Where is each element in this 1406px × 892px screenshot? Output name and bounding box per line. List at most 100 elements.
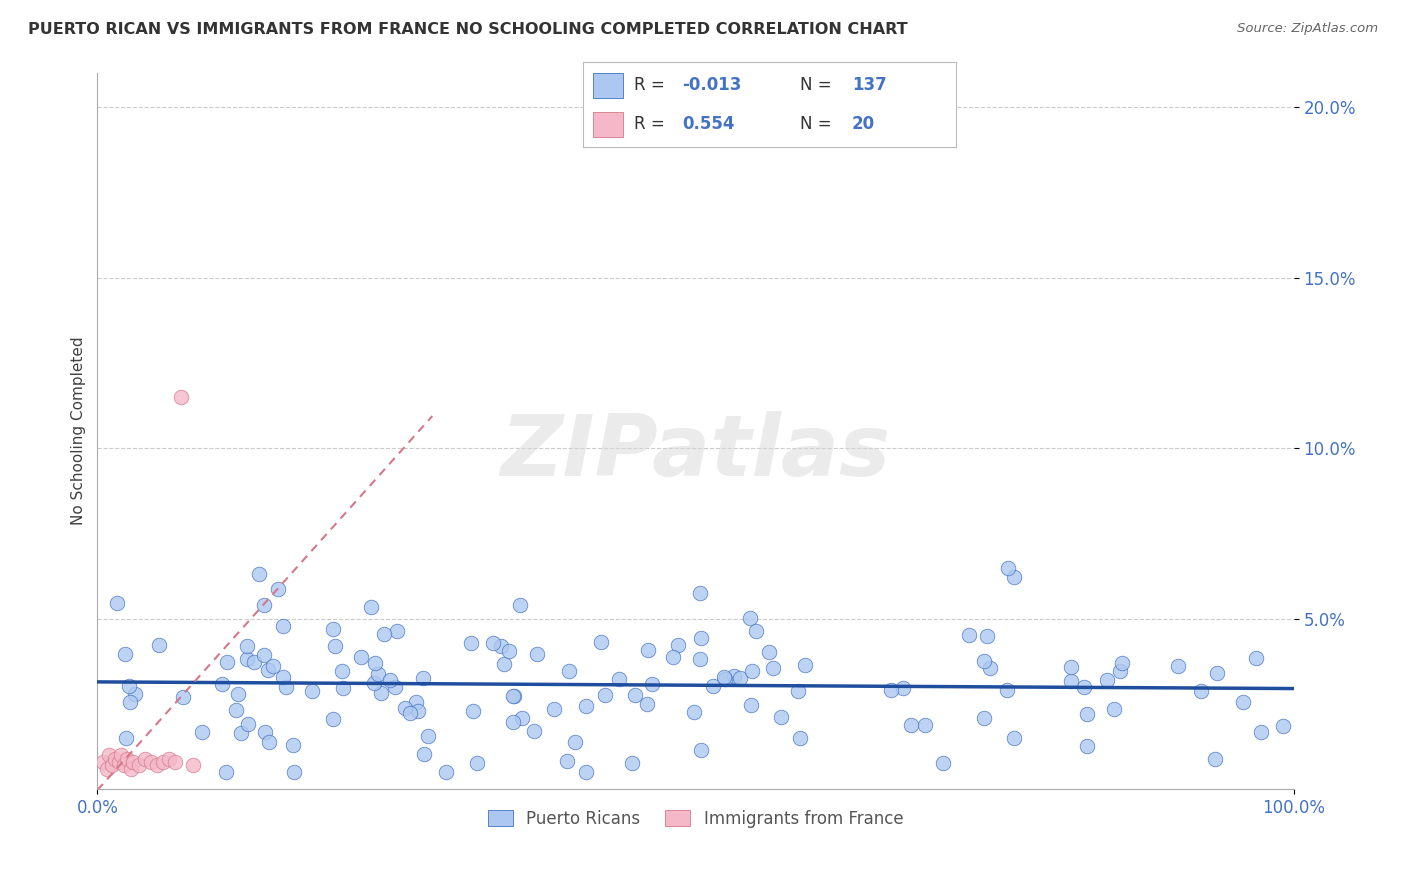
Point [118, 695, 141, 709]
Point [1111, 657, 1133, 671]
Point [723, 669, 745, 683]
Point [378, 673, 401, 688]
Point [558, 665, 581, 679]
Text: 137: 137 [852, 76, 887, 94]
Point [235, 652, 257, 666]
Point [398, 706, 420, 721]
Text: Source: ZipAtlas.com: Source: ZipAtlas.com [1237, 22, 1378, 36]
Point [690, 631, 713, 645]
Point [228, 687, 250, 701]
Point [595, 688, 617, 702]
Point [786, 684, 808, 698]
Point [762, 661, 785, 675]
Point [412, 747, 434, 761]
Point [330, 665, 353, 679]
Point [503, 689, 526, 703]
Point [714, 673, 737, 687]
Bar [593, 72, 623, 98]
Point [172, 690, 194, 704]
Point [1076, 739, 1098, 753]
Point [148, 639, 170, 653]
Point [758, 645, 780, 659]
Point [1189, 684, 1212, 698]
Point [141, 755, 163, 769]
Point [112, 758, 135, 772]
Point [543, 702, 565, 716]
Point [770, 710, 793, 724]
Point [637, 643, 659, 657]
Point [510, 710, 533, 724]
Point [621, 756, 644, 770]
Point [134, 751, 156, 765]
Point [257, 735, 280, 749]
Point [98, 748, 121, 763]
Point [114, 647, 136, 661]
Point [523, 723, 546, 738]
Point [973, 711, 995, 725]
Point [467, 756, 489, 770]
Point [979, 661, 1001, 675]
Point [434, 765, 457, 780]
Point [690, 743, 713, 757]
Point [253, 725, 276, 739]
Point [1206, 666, 1229, 681]
Point [555, 754, 578, 768]
Point [146, 758, 169, 772]
Point [229, 725, 252, 739]
Point [128, 758, 150, 772]
Point [364, 657, 387, 671]
Point [1004, 731, 1026, 745]
Point [373, 626, 395, 640]
Point [370, 686, 392, 700]
Point [108, 755, 131, 769]
Point [689, 585, 711, 599]
Point [104, 751, 127, 765]
Point [181, 758, 204, 772]
Point [114, 731, 136, 746]
Point [283, 765, 305, 780]
Point [741, 664, 763, 678]
Point [997, 561, 1019, 575]
Point [273, 619, 295, 633]
Point [959, 628, 981, 642]
Point [191, 724, 214, 739]
Point [262, 659, 284, 673]
Point [1097, 673, 1119, 688]
Text: N =: N = [800, 115, 831, 133]
Point [322, 623, 344, 637]
Point [325, 639, 347, 653]
Point [932, 756, 955, 770]
Point [322, 712, 344, 726]
Point [257, 663, 280, 677]
Point [1232, 695, 1254, 709]
Point [363, 676, 385, 690]
Point [976, 629, 998, 643]
Point [267, 582, 290, 597]
Point [641, 677, 664, 691]
Point [509, 598, 531, 612]
Point [1271, 719, 1294, 733]
Point [460, 635, 482, 649]
Point [225, 703, 247, 717]
Point [416, 729, 439, 743]
Point [636, 698, 658, 712]
Point [1060, 673, 1083, 688]
Point [740, 698, 762, 712]
Text: R =: R = [634, 76, 665, 94]
Point [332, 681, 354, 695]
Point [575, 699, 598, 714]
Point [117, 751, 139, 765]
Point [662, 650, 685, 665]
Point [502, 689, 524, 703]
Point [481, 636, 503, 650]
Point [891, 681, 914, 695]
Point [624, 688, 647, 702]
Point [165, 755, 187, 769]
Point [170, 390, 193, 404]
Text: PUERTO RICAN VS IMMIGRANTS FROM FRANCE NO SCHOOLING COMPLETED CORRELATION CHART: PUERTO RICAN VS IMMIGRANTS FROM FRANCE N… [28, 22, 908, 37]
Point [408, 704, 430, 718]
Point [96, 762, 118, 776]
Point [1076, 706, 1098, 721]
Point [100, 758, 122, 772]
Point [498, 644, 520, 658]
